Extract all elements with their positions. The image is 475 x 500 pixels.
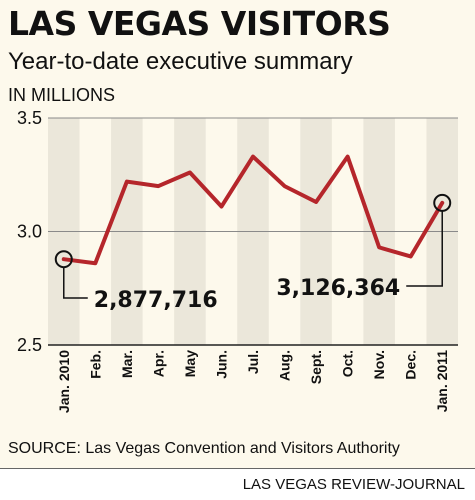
credit-band xyxy=(0,469,475,500)
y-tick-label: 3.5 xyxy=(17,108,42,128)
data-label: 3,126,364 xyxy=(276,276,400,301)
data-point xyxy=(283,184,287,188)
x-tick-label: Mar. xyxy=(119,350,135,378)
data-label: 2,877,716 xyxy=(94,288,218,313)
data-point xyxy=(377,245,381,249)
x-tick-label: Jan. 2011 xyxy=(434,350,450,412)
x-tick-label: Nov. xyxy=(371,350,387,379)
publisher-credit: LAS VEGAS REVIEW-JOURNAL xyxy=(242,476,465,493)
x-tick-label: Feb. xyxy=(87,350,103,379)
x-tick-label: Jul. xyxy=(245,350,261,374)
data-point xyxy=(93,261,97,265)
callout-leader xyxy=(63,267,88,299)
data-point xyxy=(125,180,129,184)
data-point xyxy=(409,254,413,258)
y-tick-label: 2.5 xyxy=(17,335,42,355)
data-point xyxy=(440,201,444,205)
x-tick-label: Oct. xyxy=(340,350,356,377)
x-tick-label: Apr. xyxy=(150,350,166,377)
data-point xyxy=(346,155,350,159)
chart-subtitle: Year-to-date executive summary xyxy=(8,48,353,75)
source-note: SOURCE: Las Vegas Convention and Visitor… xyxy=(8,440,400,457)
x-tick-label: May xyxy=(182,350,198,377)
data-point xyxy=(62,257,66,261)
data-point xyxy=(188,170,192,174)
x-tick-label: Sept. xyxy=(308,350,324,384)
x-tick-label: Aug. xyxy=(277,350,293,381)
chart-title: LAS VEGAS VISITORS xyxy=(8,4,391,43)
units-label: IN MILLIONS xyxy=(8,85,116,105)
line-chart: 2.5 3.0 3.5 Jan. 2010 Feb. Mar. Apr. May Jun. Jul… xyxy=(17,108,458,413)
data-point xyxy=(314,200,318,204)
divider xyxy=(0,468,475,469)
x-tick-label: Dec. xyxy=(403,350,419,380)
data-point xyxy=(219,205,223,209)
data-point xyxy=(251,155,255,159)
x-tick-label: Jun. xyxy=(213,350,229,379)
data-point xyxy=(156,184,160,188)
callout-leader xyxy=(406,210,443,287)
y-tick-label: 3.0 xyxy=(17,222,42,242)
x-tick-label: Jan. 2010 xyxy=(56,350,72,413)
